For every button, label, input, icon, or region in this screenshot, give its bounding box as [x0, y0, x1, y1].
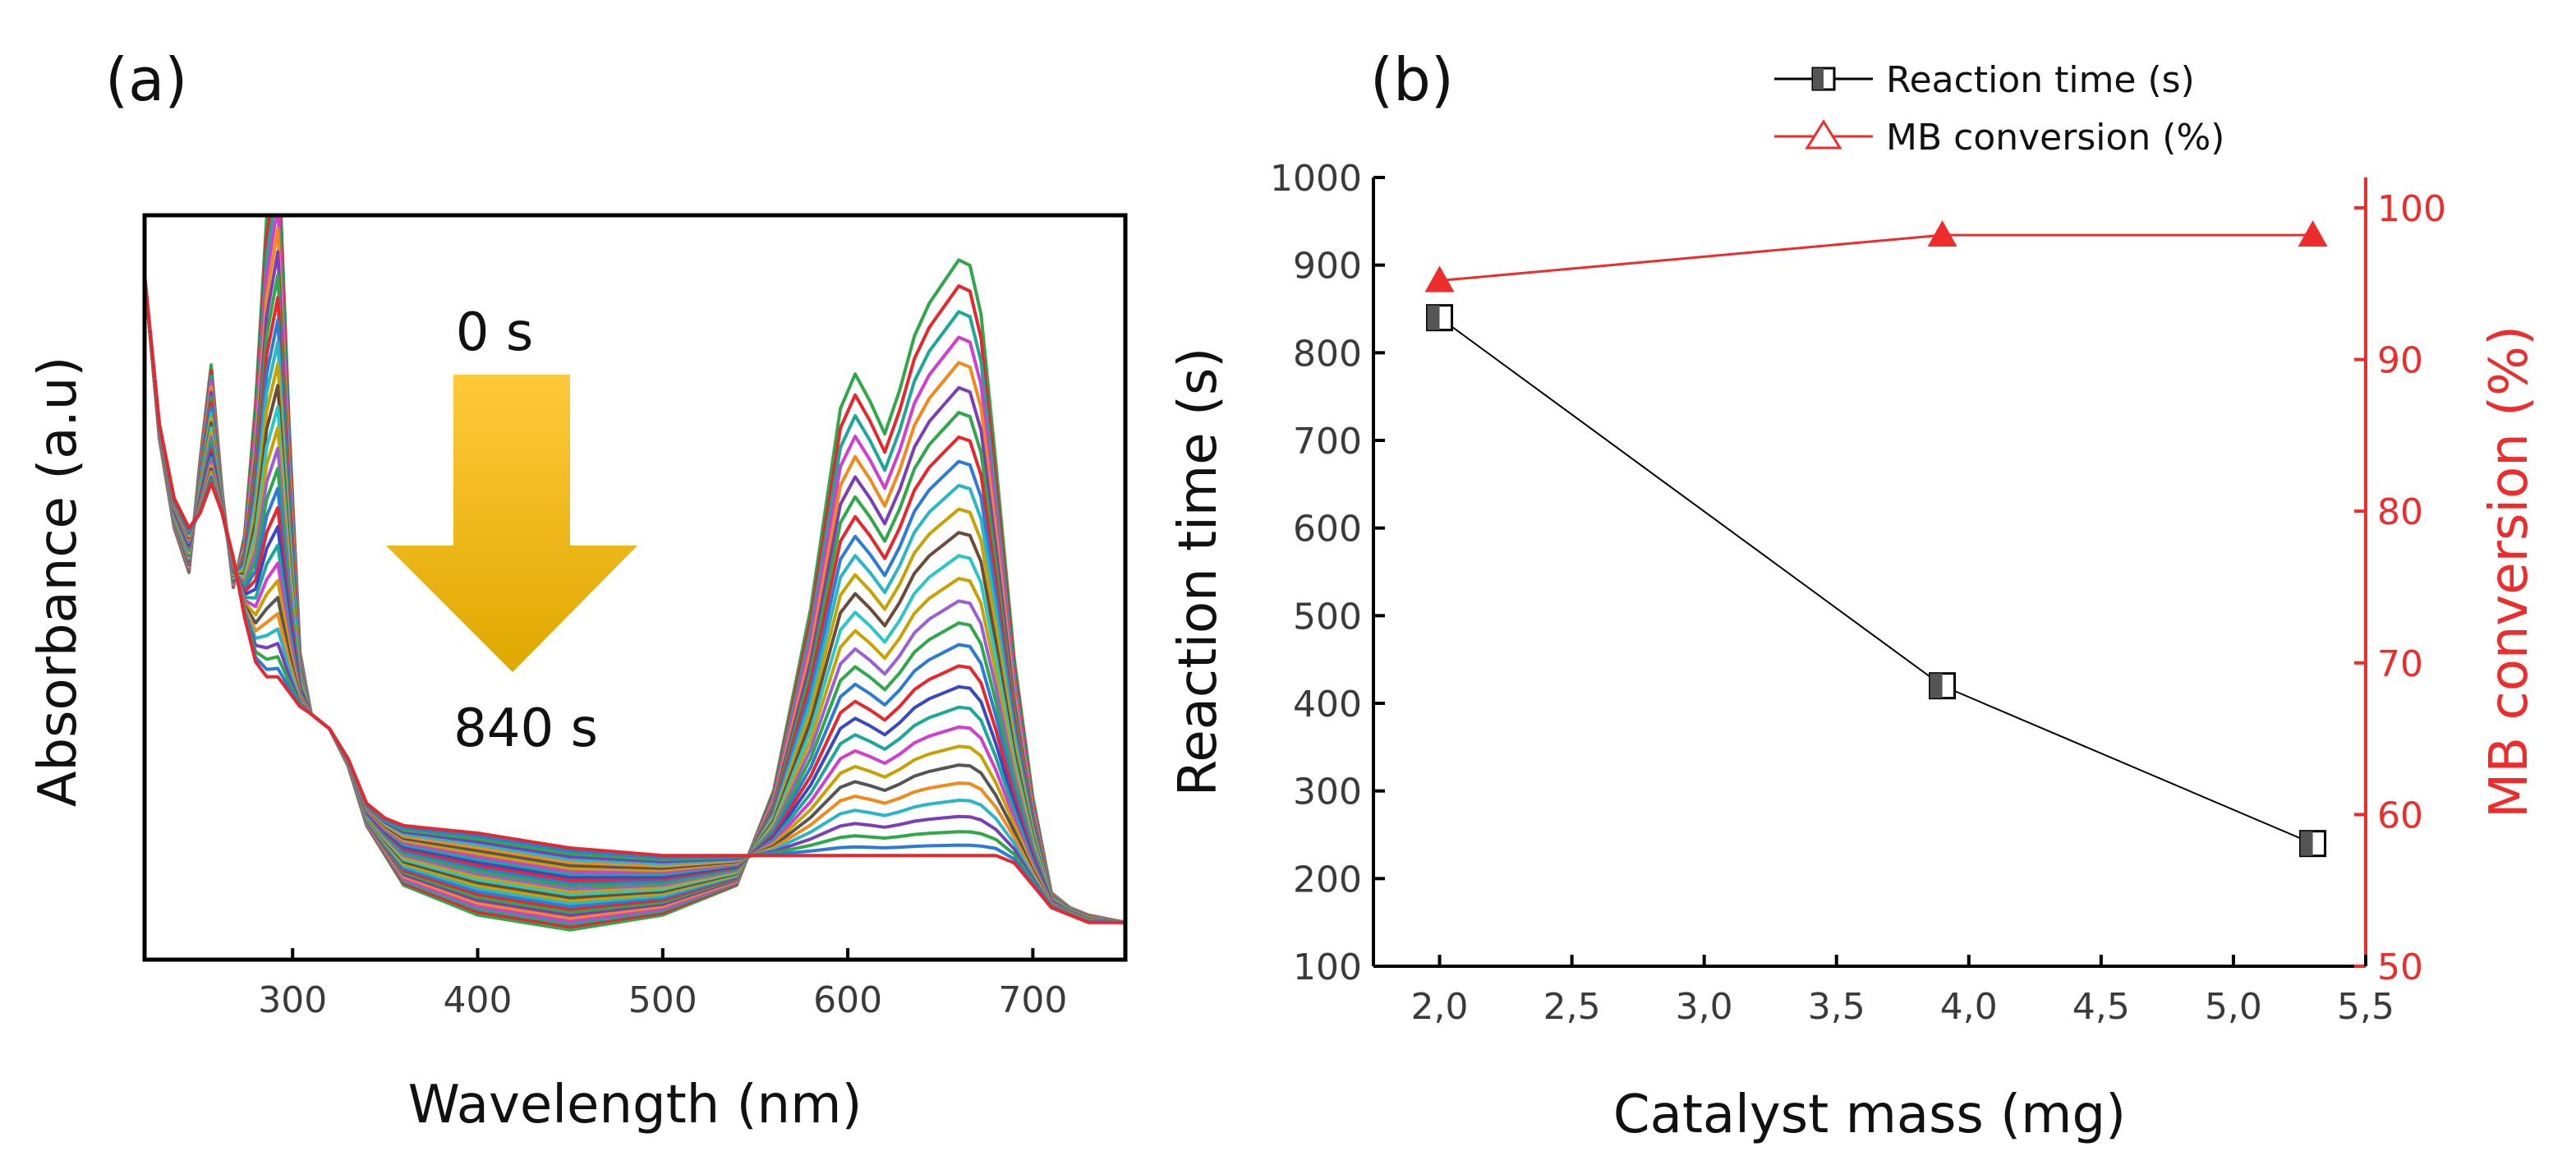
legend-square-marker: [1811, 67, 1836, 91]
conversion-point: [1927, 220, 1957, 247]
left-tick-label: 300: [1293, 772, 1362, 813]
panel-b-label: (b): [1370, 45, 1454, 114]
x-tick-label: 500: [628, 979, 697, 1021]
x-tick-label: 4,5: [2072, 986, 2130, 1028]
left-tick-label: 600: [1293, 509, 1362, 550]
right-tick-label: 80: [2377, 491, 2423, 533]
marker-square-fill: [1427, 305, 1440, 330]
down-arrow-icon: [386, 375, 637, 672]
plot-a-y-axis-label: Absorbance (a.u): [28, 357, 89, 808]
right-tick-label: 90: [2377, 340, 2423, 382]
x-tick-label: 300: [258, 979, 327, 1021]
x-tick-label: 3,5: [1808, 986, 1865, 1028]
annotation-start-time: 0 s: [456, 302, 533, 363]
left-tick-label: 900: [1293, 246, 1362, 288]
x-tick-label: 5,0: [2205, 986, 2262, 1028]
reaction-time-point: [2299, 830, 2327, 858]
x-tick-label: 400: [444, 979, 513, 1021]
left-tick-label: 500: [1293, 596, 1362, 638]
plot-b-y-axis-label: Reaction time (s): [1168, 348, 1229, 797]
legend-conversion-label: MB conversion (%): [1886, 117, 2224, 159]
left-tick-label: 400: [1293, 684, 1362, 725]
marker-square-fill: [1813, 68, 1824, 90]
plot-a-x-axis-label: Wavelength (nm): [408, 1075, 862, 1135]
legend-reaction-label: Reaction time (s): [1886, 59, 2195, 101]
right-tick-label: 60: [2377, 795, 2423, 836]
left-tick-label: 700: [1293, 421, 1362, 463]
left-tick-label: 200: [1293, 859, 1362, 901]
right-tick-label: 100: [2377, 188, 2446, 230]
x-tick-label: 2,0: [1411, 986, 1469, 1028]
time-arrow: [386, 375, 637, 672]
right-tick-label: 50: [2377, 947, 2423, 988]
panel-b: (b) Reaction time (s) MB conversion (%) …: [1168, 45, 2540, 1145]
x-tick-label: 3,0: [1676, 986, 1733, 1028]
conversion-point: [1424, 265, 1455, 292]
x-tick-label: 4,0: [1940, 986, 1998, 1028]
left-tick-label: 100: [1293, 947, 1362, 988]
panel-a: (a) 300 400 500 600 700 Wavelength (nm) Abso…: [28, 45, 1128, 1135]
x-tick-label: 5,5: [2337, 986, 2394, 1028]
panel-a-label: (a): [105, 45, 187, 114]
spectra-curves: [145, 215, 1125, 932]
marker-square-fill: [1930, 673, 1943, 698]
legend-triangle-marker-icon: [1805, 119, 1842, 150]
plot-b-left-ticks: 100 200 300 400 500 600 700 800 900 1000: [1270, 158, 1385, 988]
conversion-point: [2298, 220, 2328, 247]
reaction-time-line: [1438, 316, 2313, 845]
plot-b-right-axis-label: MB conversion (%): [2479, 325, 2540, 818]
x-tick-label: 600: [813, 979, 882, 1021]
legend: Reaction time (s) MB conversion (%): [1774, 59, 2224, 159]
plot-b-x-axis-label: Catalyst mass (mg): [1613, 1085, 2126, 1145]
annotation-end-time: 840 s: [453, 698, 598, 759]
x-tick-label: 700: [998, 979, 1067, 1021]
plot-b-series: [1424, 220, 2328, 858]
reaction-time-point: [1426, 304, 1454, 332]
legend-square-marker-icon: [1811, 67, 1836, 91]
left-tick-label: 800: [1293, 333, 1362, 375]
plot-a-frame: [142, 213, 1128, 962]
reaction-time-point: [1929, 672, 1957, 700]
right-tick-label: 70: [2377, 643, 2423, 685]
spectrum-curve: [145, 274, 1125, 924]
x-tick-label: 2,5: [1543, 986, 1601, 1028]
left-tick-label: 1000: [1270, 158, 1362, 200]
plot-b-x-ticks: 2,0 2,5 3,0 3,5 4,0 4,5 5,0 5,5: [1411, 955, 2394, 1028]
plot-a-x-ticks: 300 400 500 600 700: [258, 948, 1067, 1021]
plot-b-right-ticks: 50 60 70 80 90 100: [2354, 188, 2446, 988]
conversion-line: [1439, 233, 2313, 283]
marker-square-fill: [2300, 831, 2313, 856]
